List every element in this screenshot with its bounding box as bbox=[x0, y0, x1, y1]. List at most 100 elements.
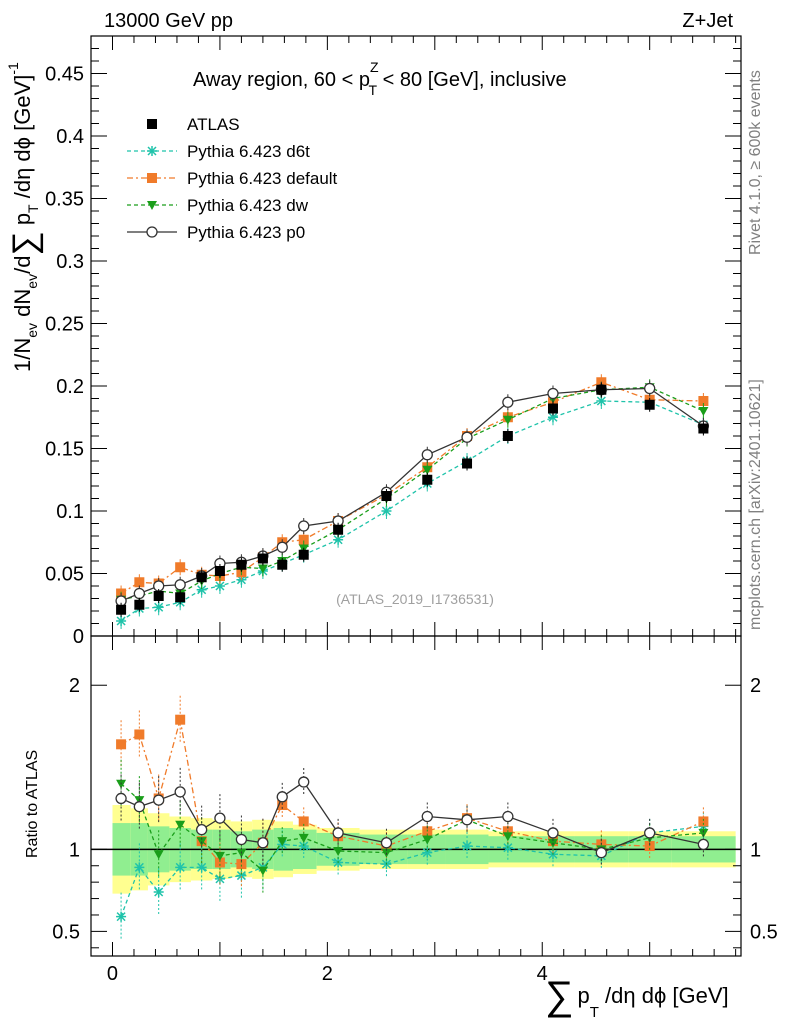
ratio-point-pythia-6-423-dw bbox=[298, 833, 309, 843]
point-atlas bbox=[116, 604, 127, 615]
ratio-point-pythia-6-423-dw bbox=[175, 820, 186, 830]
point-pythia-6-423-dw bbox=[257, 564, 268, 574]
ratio-point-pythia-6-423-p0 bbox=[421, 810, 433, 823]
point-pythia-6-423-p0 bbox=[276, 541, 288, 553]
ratio-point-pythia-6-423-p0 bbox=[380, 837, 393, 849]
header-right: Z+Jet bbox=[682, 10, 733, 32]
ratio-point-pythia-6-423-p0 bbox=[276, 791, 288, 803]
y-axis-label-main: 1/Nev dNev/d∑ pT /dη dϕ [GeV]-1 bbox=[5, 62, 44, 372]
point-pythia-6-423-p0 bbox=[421, 449, 433, 461]
point-pythia-6-423-default bbox=[175, 562, 186, 573]
ratio-point-pythia-6-423-dw bbox=[257, 866, 268, 876]
ratio-plot-frame bbox=[90, 635, 742, 957]
ratio-point-pythia-6-423-dw bbox=[333, 846, 344, 856]
ratio-point-pythia-6-423-default bbox=[214, 857, 225, 868]
point-atlas bbox=[381, 491, 392, 501]
point-atlas bbox=[502, 431, 513, 441]
y-tick-label-ratio-right: 2 bbox=[750, 675, 761, 697]
ratio-point-pythia-6-423-dw bbox=[502, 832, 513, 842]
ratio-point-pythia-6-423-dw bbox=[214, 851, 225, 861]
plot-title: Away region, 60 < pZ T < 80 [GeV], inclus… bbox=[193, 59, 567, 98]
y-tick-label-ratio: 2 bbox=[69, 675, 80, 697]
ratio-point-pythia-6-423-p0 bbox=[461, 814, 473, 826]
series-line-pythia-6-423-default bbox=[120, 381, 704, 595]
legend: ATLAS Pythia 6.423 d6t Pythia 6.423 defaul… bbox=[127, 115, 338, 242]
series-line-pythia-6-423-dw bbox=[120, 386, 704, 601]
point-atlas bbox=[153, 591, 164, 601]
point-atlas bbox=[462, 458, 473, 469]
ratio-point-pythia-6-423-d6t bbox=[236, 870, 247, 881]
ratio-point-pythia-6-423-default bbox=[698, 816, 709, 827]
point-pythia-6-423-d6t bbox=[153, 602, 164, 613]
ratio-point-pythia-6-423-p0 bbox=[644, 827, 656, 839]
axis-tick-labels: 0 2 4 0 0.05 0.1 0.15 0.2 0.25 0.3 0.35 0.4 0.45 0.5 0… bbox=[45, 64, 778, 986]
point-atlas bbox=[175, 592, 186, 603]
legend-label-pythia-6-423-default: Pythia 6.423 default bbox=[187, 169, 338, 188]
ratio-point-pythia-6-423-default bbox=[277, 800, 288, 811]
point-atlas bbox=[333, 524, 344, 535]
axis-ticks bbox=[90, 36, 741, 956]
ratio-point-pythia-6-423-d6t bbox=[196, 862, 207, 873]
ratio-point-pythia-6-423-dw bbox=[153, 850, 164, 860]
y-tick-label-main: 0.3 bbox=[56, 251, 84, 273]
point-atlas bbox=[196, 572, 207, 583]
ratio-point-pythia-6-423-p0 bbox=[298, 776, 310, 788]
point-atlas bbox=[547, 403, 558, 414]
ratio-point-pythia-6-423-p0 bbox=[115, 792, 127, 805]
y-tick-label-main: 0.1 bbox=[56, 501, 84, 523]
point-pythia-6-423-p0 bbox=[502, 396, 514, 408]
ratio-point-pythia-6-423-d6t bbox=[175, 862, 186, 873]
y-tick-label-main: 0.45 bbox=[45, 64, 84, 86]
y-tick-label-main: 0.4 bbox=[56, 126, 84, 148]
ratio-point-pythia-6-423-d6t bbox=[134, 862, 145, 873]
ratio-point-pythia-6-423-default bbox=[298, 816, 309, 827]
x-axis-label: ∑ pT /dη dϕ [GeV] bbox=[545, 974, 729, 1021]
mcplots-label: mcplots.cern.ch [arXiv:2401.10621] bbox=[747, 379, 764, 630]
point-atlas bbox=[422, 474, 433, 485]
point-atlas bbox=[257, 553, 268, 564]
legend-marker-atlas bbox=[147, 119, 157, 129]
point-atlas bbox=[236, 559, 247, 570]
legend-label-pythia-6-423-d6t: Pythia 6.423 d6t bbox=[187, 142, 310, 161]
ratio-point-pythia-6-423-default bbox=[644, 841, 655, 852]
point-pythia-6-423-dw bbox=[422, 465, 433, 475]
ratio-point-pythia-6-423-p0 bbox=[153, 794, 165, 806]
ratio-point-pythia-6-423-d6t bbox=[462, 841, 473, 852]
point-atlas bbox=[214, 566, 225, 576]
y-tick-label-main: 0.15 bbox=[45, 439, 84, 461]
point-pythia-6-423-default bbox=[698, 396, 709, 406]
y-tick-label-main: 0 bbox=[73, 626, 84, 648]
ratio-point-pythia-6-423-p0 bbox=[174, 786, 186, 798]
point-pythia-6-423-d6t bbox=[381, 506, 392, 516]
ratio-point-pythia-6-423-p0 bbox=[133, 801, 145, 813]
point-atlas bbox=[277, 559, 288, 570]
point-pythia-6-423-dw bbox=[502, 415, 513, 425]
series-line-pythia-6-423-p0 bbox=[120, 387, 704, 602]
analysis-id-watermark: (ATLAS_2019_I1736531) bbox=[336, 591, 494, 607]
ratio-point-pythia-6-423-dw bbox=[422, 835, 433, 845]
legend-label-atlas: ATLAS bbox=[187, 115, 240, 134]
ratio-point-pythia-6-423-p0 bbox=[196, 823, 208, 836]
ratio-point-pythia-6-423-d6t bbox=[116, 911, 127, 922]
point-pythia-6-423-p0 bbox=[461, 431, 473, 443]
x-tick-label: 0 bbox=[107, 963, 118, 985]
ratio-point-pythia-6-423-dw bbox=[196, 837, 207, 847]
point-atlas bbox=[134, 599, 145, 610]
legend-marker-pythia-6-423-default bbox=[147, 173, 157, 183]
ratio-point-pythia-6-423-d6t bbox=[422, 847, 433, 858]
header-left: 13000 GeV pp bbox=[104, 10, 233, 32]
legend-label-pythia-6-423-dw: Pythia 6.423 dw bbox=[187, 196, 309, 215]
ratio-point-pythia-6-423-p0 bbox=[214, 812, 226, 824]
x-tick-label: 4 bbox=[537, 963, 548, 985]
rivet-label: Rivet 4.1.0, ≥ 600k events bbox=[747, 70, 764, 255]
ratio-point-pythia-6-423-d6t bbox=[153, 887, 164, 897]
ratio-series bbox=[115, 695, 710, 941]
y-tick-label-main: 0.35 bbox=[45, 189, 84, 211]
point-atlas bbox=[644, 399, 655, 410]
ratio-point-pythia-6-423-default bbox=[175, 714, 186, 725]
y-tick-label-ratio: 1 bbox=[69, 839, 80, 861]
x-tick-label: 2 bbox=[322, 963, 333, 985]
point-pythia-6-423-p0 bbox=[547, 387, 559, 400]
ratio-point-pythia-6-423-p0 bbox=[257, 837, 269, 849]
